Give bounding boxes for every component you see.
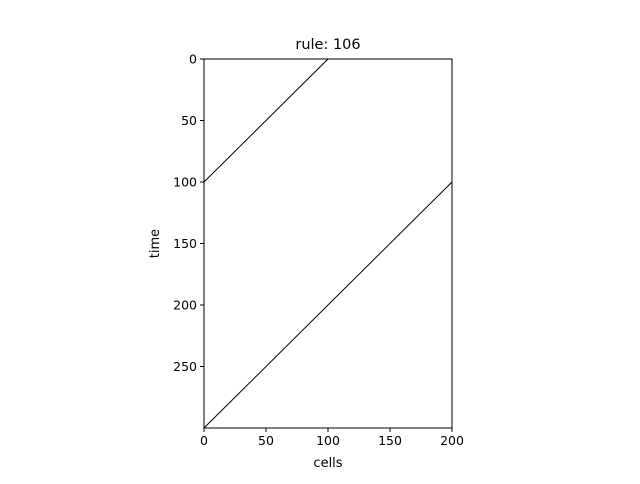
y-tick-label: 150 [173, 236, 197, 251]
x-tick-label: 150 [378, 433, 402, 448]
cell-trace-1 [203, 181, 453, 429]
chart-title: rule: 106 [295, 37, 360, 53]
x-tick-label: 50 [258, 433, 274, 448]
x-tick-label: 0 [200, 433, 208, 448]
cell-trace-0 [203, 58, 329, 183]
y-tick-label: 200 [173, 298, 197, 313]
x-axis-label: cells [313, 456, 342, 471]
y-tick-label: 0 [189, 52, 197, 67]
plot-layer: 0 50 100 150 200 0 50 100 150 200 250 [173, 52, 464, 449]
plot-background [204, 59, 452, 428]
y-tick-label: 100 [173, 175, 197, 190]
y-axis-label: time [148, 229, 163, 258]
y-tick-label: 250 [173, 359, 197, 374]
x-tick-label: 100 [316, 433, 340, 448]
y-tick-label: 50 [181, 113, 197, 128]
x-tick-label: 200 [440, 433, 464, 448]
